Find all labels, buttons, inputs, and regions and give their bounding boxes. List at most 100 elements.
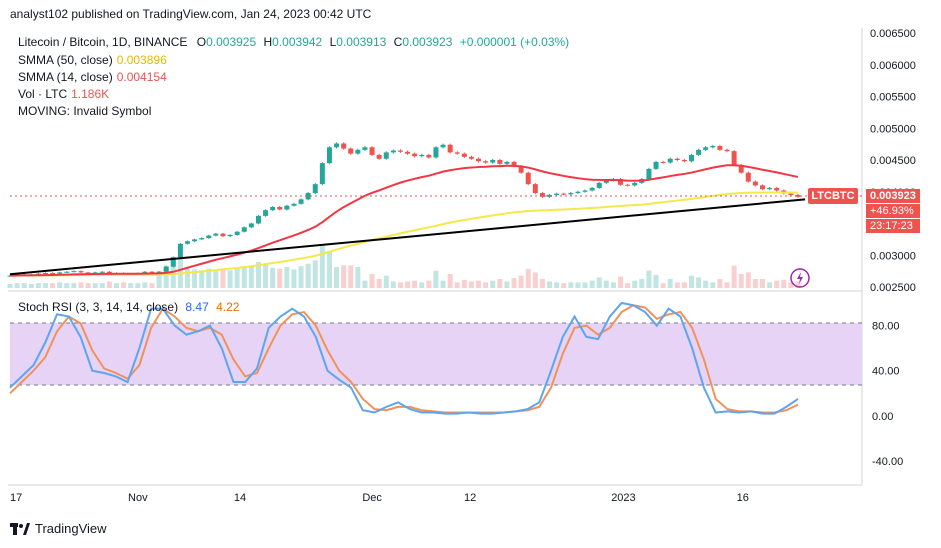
candle [305, 193, 311, 200]
candle [539, 193, 545, 197]
o-label: O [196, 35, 207, 49]
open-value: 0.003925 [206, 35, 257, 49]
candle [35, 273, 41, 275]
candle [738, 165, 744, 173]
volume-bar [163, 265, 169, 288]
percent-tag: +46.93% [866, 204, 920, 218]
volume-bar [660, 283, 666, 288]
lightning-glyph [797, 272, 803, 284]
volume-bar [426, 280, 432, 288]
candle [568, 193, 574, 195]
volume-bar [454, 282, 460, 288]
candle [241, 227, 247, 232]
volume-bar [625, 283, 631, 288]
candle [326, 147, 332, 164]
candle [227, 234, 233, 237]
volume-bar [106, 281, 112, 288]
volume-bar [738, 274, 744, 288]
candle [298, 199, 304, 204]
candle [270, 206, 276, 211]
candle [752, 181, 758, 186]
legend-volume: Vol · LTC 1.186K [18, 87, 109, 101]
footer-brand[interactable]: TradingView [10, 521, 107, 536]
volume-bar [99, 283, 105, 288]
candle [461, 153, 467, 157]
candle [532, 184, 538, 194]
candle [468, 156, 474, 159]
candle [625, 184, 631, 186]
tradingview-logo-icon [10, 522, 30, 535]
x-tick-label: 2023 [611, 492, 635, 504]
candle [703, 147, 709, 150]
volume-bar [348, 265, 354, 288]
legend-moving: MOVING: Invalid Symbol [18, 104, 152, 118]
volume-bar [767, 282, 773, 288]
volume-bar [618, 276, 624, 288]
y-tick-label: 0.005500 [870, 92, 916, 104]
y-tick-label: 0.006000 [870, 60, 916, 72]
volume-bar [284, 267, 290, 288]
candle [412, 153, 418, 157]
volume-bar [795, 281, 801, 288]
stoch-label: Stoch RSI (3, 3, 14, 14, close) [18, 300, 179, 314]
y-tick-label: 0.006500 [870, 28, 916, 40]
sma14-label: SMMA (14, close) [18, 70, 113, 84]
lightning-icon[interactable] [790, 268, 810, 288]
volume-bar [603, 280, 609, 288]
candle [767, 187, 773, 190]
sma14-value: 0.004154 [116, 70, 167, 84]
volume-bar [42, 283, 48, 288]
volume-bar [341, 265, 347, 288]
candle [476, 158, 482, 162]
volume-bar [255, 262, 261, 288]
candle [184, 241, 190, 244]
volume-bar [14, 283, 20, 288]
candle [78, 271, 84, 273]
volume-bar [64, 283, 70, 288]
candle [426, 154, 432, 158]
volume-bar [412, 280, 418, 288]
candle [653, 161, 659, 169]
candle [220, 233, 226, 237]
volume-bar [50, 283, 56, 288]
candle [447, 144, 453, 153]
volume-bar [419, 282, 425, 288]
candle [206, 235, 212, 239]
x-tick-label: 16 [737, 492, 749, 504]
candle [795, 194, 801, 197]
candle [7, 275, 13, 277]
candle [255, 215, 261, 224]
symbol-title: Litecoin / Bitcoin, 1D, BINANCE [18, 35, 188, 49]
volume-bar [433, 270, 439, 288]
candle [440, 144, 446, 148]
trendline[interactable] [9, 198, 806, 276]
candle [341, 143, 347, 149]
volume-bar [667, 279, 673, 288]
stoch-tick-label: 80.00 [872, 321, 900, 333]
price-tag: 0.003923 [866, 189, 920, 203]
candle [312, 184, 318, 194]
candle [717, 146, 723, 150]
brand-name: TradingView [35, 521, 107, 536]
candle [518, 166, 524, 173]
legend-sma14: SMMA (14, close) 0.004154 [18, 70, 167, 84]
stoch-k-value: 8.47 [185, 300, 209, 314]
low-value: 0.003913 [336, 35, 387, 49]
stoch-y-axis: 80.00 40.00 0.00 -40.00 [872, 321, 903, 468]
timer-tag: 23:17:23 [866, 219, 920, 233]
candle [42, 273, 48, 275]
candle [213, 233, 219, 236]
volume-bar [241, 266, 247, 288]
candle [745, 172, 751, 182]
volume-bar [490, 280, 496, 288]
candle [319, 163, 325, 185]
candle [50, 273, 56, 275]
volume-bar [461, 279, 467, 288]
candle [504, 161, 510, 164]
candle [355, 149, 361, 154]
candle [689, 154, 695, 162]
volume-bar [511, 278, 517, 288]
volume-bar [57, 282, 63, 288]
sma50-line [9, 191, 799, 277]
